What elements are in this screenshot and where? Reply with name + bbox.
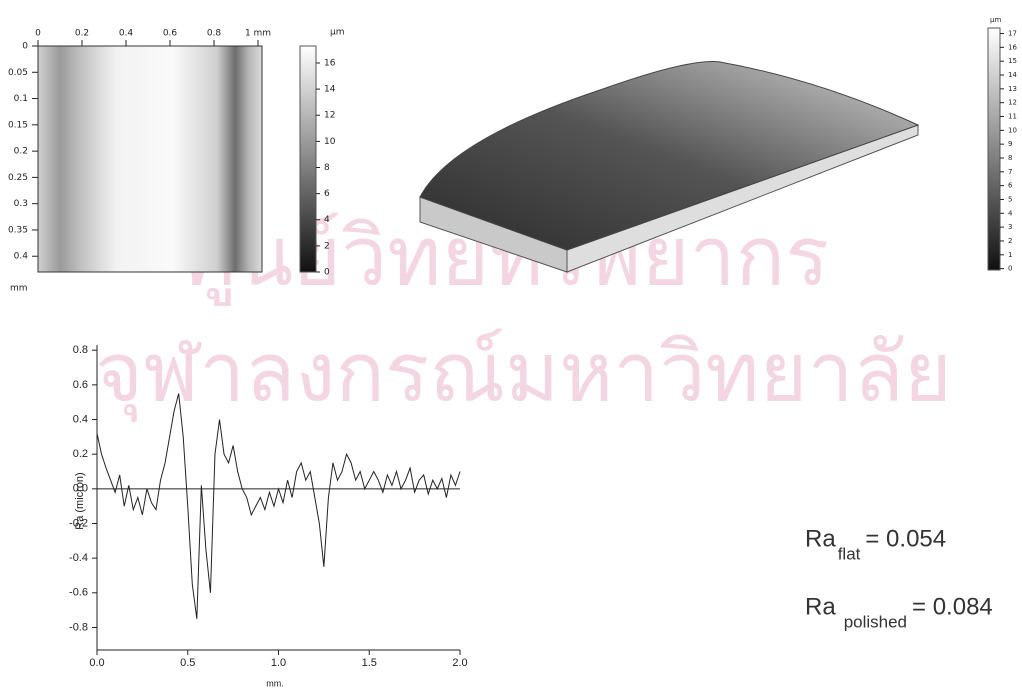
colorbar-tick-label: 7 xyxy=(1008,168,1012,176)
colorbar xyxy=(299,45,317,273)
colorbar-tick-label: 10 xyxy=(1008,126,1017,134)
x-tick-label: 2.0 xyxy=(452,657,467,669)
result-symbol: Ra xyxy=(805,593,836,620)
colorbar-tick-label: 5 xyxy=(1008,195,1012,203)
result-symbol: Ra xyxy=(805,525,836,552)
colorbar-tick-label: 0 xyxy=(324,268,330,278)
colorbar-tick-label: 6 xyxy=(1008,182,1013,190)
y-tick-label: 0.3 xyxy=(14,199,28,209)
watermark: จุฬาลงกรณ์มหาวิทยาลัย xyxy=(95,325,952,422)
colorbar-tick-label: 8 xyxy=(1008,154,1012,162)
colorbar-tick-label: 9 xyxy=(1008,140,1012,148)
y-tick-label: 0.0 xyxy=(73,483,88,495)
result-value: = 0.084 xyxy=(912,593,993,620)
x-tick-label: 0 xyxy=(35,29,41,39)
y-axis-label: Ra (micron) xyxy=(74,472,86,529)
y-tick-label: -0.6 xyxy=(69,587,88,599)
colorbar-tick-label: 1 xyxy=(1008,251,1012,259)
colorbar-tick-label: 0 xyxy=(1008,265,1012,273)
y-tick-label: 0.6 xyxy=(73,379,88,391)
y-tick-label: 0.4 xyxy=(73,413,88,425)
x-tick-label: 1.5 xyxy=(362,657,377,669)
colorbar-tick-label: 2 xyxy=(1008,237,1012,245)
x-tick-label: 0.4 xyxy=(119,29,134,39)
colorbar-tick-label: 6 xyxy=(324,189,330,199)
data-line xyxy=(96,393,461,619)
y-tick-label: -0.4 xyxy=(69,552,88,564)
colorbar-tick-label: 16 xyxy=(324,58,336,68)
colorbar-tick-label: 4 xyxy=(1008,209,1013,217)
x-tick-label: 0.2 xyxy=(75,29,89,39)
y-tick-label: 0.8 xyxy=(73,344,88,356)
y-tick-label: 0.35 xyxy=(8,225,28,235)
y-tick-label: -0.2 xyxy=(69,517,88,529)
axis-label: mm xyxy=(10,284,28,294)
colorbar-tick-label: 12 xyxy=(1008,99,1017,107)
y-tick-label: 0.1 xyxy=(14,94,28,104)
colorbar-tick-label: 12 xyxy=(324,111,335,121)
colorbar-tick-label: 4 xyxy=(324,215,330,225)
colorbar-tick-label: 10 xyxy=(324,137,336,147)
result-subscript: flat xyxy=(838,544,861,563)
y-tick-label: 0.05 xyxy=(8,68,28,78)
colorbar-tick-label: 17 xyxy=(1008,30,1017,38)
colorbar-label: µm xyxy=(330,28,345,38)
result-subscript: polished xyxy=(844,612,907,631)
height-map xyxy=(37,45,263,273)
x-tick-label: 0.6 xyxy=(163,29,178,39)
colorbar-label: µm xyxy=(990,16,1001,24)
x-axis-label: mm. xyxy=(266,678,284,688)
colorbar-tick-label: 14 xyxy=(1008,71,1017,79)
colorbar-tick-label: 15 xyxy=(1008,57,1017,65)
y-tick-label: 0.4 xyxy=(14,252,29,262)
colorbar-tick-label: 8 xyxy=(324,163,330,173)
y-tick-label: -0.8 xyxy=(69,621,88,633)
result-value: = 0.054 xyxy=(865,525,946,552)
colorbar xyxy=(987,27,1001,271)
x-tick-label: 1.0 xyxy=(271,657,286,669)
surface-top xyxy=(419,61,920,251)
y-tick-label: 0.15 xyxy=(8,120,28,130)
colorbar-tick-label: 14 xyxy=(324,85,336,95)
colorbar-tick-label: 11 xyxy=(1008,113,1017,121)
y-tick-label: 0.25 xyxy=(8,173,28,183)
x-tick-label: 0.5 xyxy=(180,657,195,669)
x-tick-label: 0.8 xyxy=(207,29,222,39)
x-tick-label: 0.0 xyxy=(89,657,104,669)
colorbar-tick-label: 16 xyxy=(1008,43,1017,51)
colorbar-tick-label: 3 xyxy=(1008,223,1012,231)
y-tick-label: 0.2 xyxy=(14,147,28,157)
colorbar-tick-label: 2 xyxy=(324,241,330,251)
y-tick-label: 0.2 xyxy=(73,448,88,460)
colorbar-tick-label: 13 xyxy=(1008,85,1017,93)
x-tick-label: 1 mm xyxy=(245,29,271,39)
y-tick-label: 0 xyxy=(22,42,28,52)
